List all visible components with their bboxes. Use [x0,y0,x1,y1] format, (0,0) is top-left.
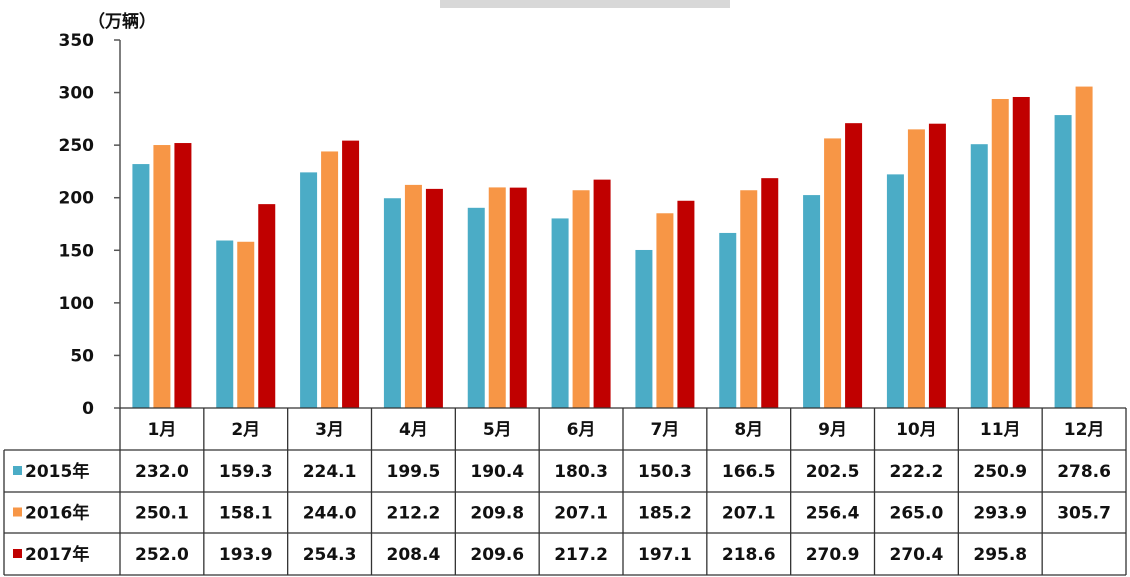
data-label: 193.9 [219,545,273,565]
x-tick-label: 5月 [483,420,512,440]
x-tick-label: 3月 [315,420,344,440]
data-label: 208.4 [387,545,441,565]
data-label: 209.8 [470,504,524,524]
data-label: 202.5 [806,462,860,482]
data-label: 190.4 [470,462,524,482]
bar [488,187,506,408]
bar [803,195,821,408]
bar [342,140,360,409]
bar [1054,115,1072,409]
data-label: 252.0 [135,545,189,565]
legend-swatch [13,507,22,517]
data-label: 207.1 [554,504,608,524]
x-tick-label: 8月 [734,420,763,440]
data-label: 256.4 [806,504,860,524]
data-label: 265.0 [890,504,944,524]
data-label: 305.7 [1057,504,1111,524]
bar [383,198,401,408]
bar [237,241,255,408]
data-label: 222.2 [890,462,944,482]
data-label: 199.5 [387,462,441,482]
data-label: 197.1 [638,545,692,565]
bar [593,179,611,408]
bar [928,123,946,408]
data-label: 250.9 [973,462,1027,482]
data-label: 270.4 [890,545,944,565]
data-label: 166.5 [722,462,776,482]
data-label: 232.0 [135,462,189,482]
data-label: 207.1 [722,504,776,524]
bar [174,143,192,409]
bar [551,218,569,408]
data-label: 293.9 [973,504,1027,524]
bar [761,178,779,408]
data-label: 295.8 [973,545,1027,565]
bar [845,123,863,408]
y-unit-label: （万辆） [88,11,156,32]
legend-label: 2016年 [25,503,89,524]
data-label: 185.2 [638,504,692,524]
bar [404,184,422,408]
bar [740,190,758,408]
data-label: 209.6 [470,545,524,565]
legend-label: 2015年 [25,461,89,482]
data-label: 250.1 [135,504,189,524]
bar [425,188,443,408]
bar [656,213,674,408]
bar [300,172,318,408]
data-label: 158.1 [219,504,273,524]
bar [635,249,653,408]
bar [216,240,234,408]
bar [907,129,925,408]
legend-swatch [13,466,22,475]
x-tick-label: 6月 [567,420,596,440]
data-label: 254.3 [303,545,357,565]
x-tick-label: 1月 [147,420,176,440]
data-label: 270.9 [806,545,860,565]
data-label: 217.2 [554,545,608,565]
y-tick-label: 150 [59,241,95,261]
x-tick-label: 11月 [980,420,1021,440]
data-label: 150.3 [638,462,692,482]
data-label: 244.0 [303,504,357,524]
legend-label: 2017年 [25,544,89,565]
x-tick-label: 9月 [818,420,847,440]
data-label: 180.3 [554,462,608,482]
bar [970,144,988,408]
data-label: 224.1 [303,462,357,482]
data-label: 218.6 [722,545,776,565]
legend-swatch [13,549,22,558]
x-tick-label: 2月 [231,420,260,440]
y-tick-label: 200 [59,189,95,209]
bar [258,204,276,408]
bar [572,190,590,408]
y-tick-label: 350 [59,31,95,51]
y-tick-label: 300 [59,84,95,104]
data-label: 278.6 [1057,462,1111,482]
title-fragment [440,0,730,8]
bar [321,151,339,409]
bar [1012,96,1030,408]
y-tick-label: 50 [70,346,94,366]
x-tick-label: 4月 [399,420,428,440]
bar [132,164,150,408]
bar [467,207,485,408]
x-tick-label: 12月 [1064,420,1105,440]
data-label: 212.2 [387,504,441,524]
bar [886,174,904,408]
bar [1075,86,1093,409]
bar [677,200,695,408]
x-tick-label: 10月 [896,420,937,440]
y-tick-label: 100 [59,294,95,314]
bar [509,187,527,408]
bar [824,138,842,409]
bar [991,98,1009,409]
y-tick-label: 0 [82,399,94,419]
y-tick-label: 250 [59,136,95,156]
bar [153,145,171,408]
data-label: 159.3 [219,462,273,482]
x-tick-label: 7月 [650,420,679,440]
bar [719,232,737,408]
